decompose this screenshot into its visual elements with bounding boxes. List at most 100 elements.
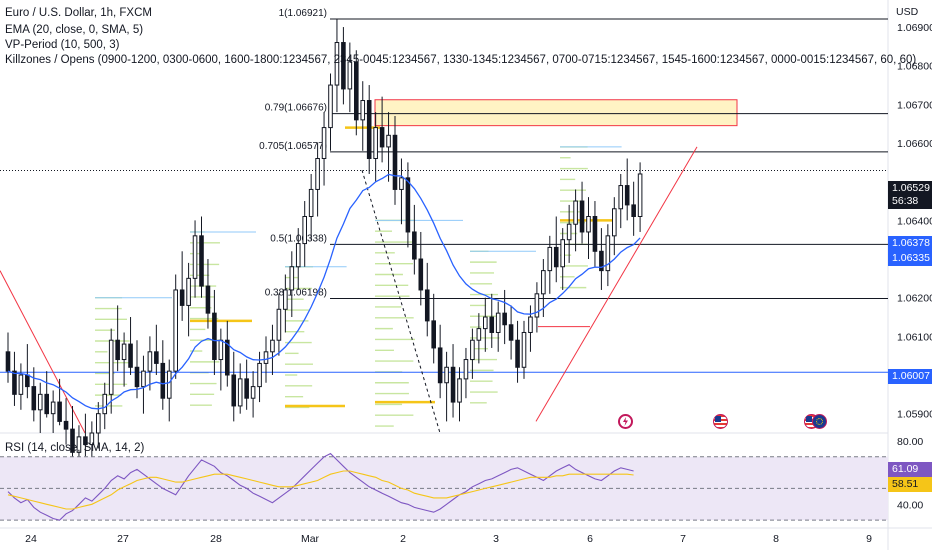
candle-down — [431, 320, 436, 349]
candle-down — [515, 339, 520, 368]
price-tick-label: 1.06900 — [897, 22, 932, 34]
time-axis: 24 27 28 Mar 2 3 6 7 8 9 — [25, 533, 872, 545]
rsi-tick-label: 40.00 — [897, 499, 923, 511]
candle-down — [599, 250, 604, 272]
bar-countdown: 56:38 — [892, 195, 919, 207]
candle-down — [31, 386, 37, 411]
candle-up — [276, 308, 282, 341]
candle-down — [115, 339, 120, 361]
current-price: 1.06529 — [892, 182, 930, 194]
candle-up — [618, 185, 624, 210]
candle-down — [502, 312, 507, 326]
fib-level-label: 0.705(1.06577) — [259, 141, 327, 152]
candle-up — [573, 200, 578, 225]
candle-up — [250, 386, 256, 399]
candle-up — [218, 339, 224, 361]
candle-down — [392, 134, 398, 190]
us-flag-icon[interactable] — [713, 414, 728, 429]
candle-down — [154, 351, 159, 364]
current-price-badge: 1.06529 56:38 — [888, 181, 932, 209]
legend-symbol[interactable]: Euro / U.S. Dollar, 1h, FXCM — [5, 7, 152, 19]
candle-up — [263, 351, 269, 364]
candle-up — [470, 339, 475, 361]
fib-0-5-badge: 1.06335 — [888, 251, 932, 266]
candle-up — [386, 134, 391, 148]
candle-down — [437, 347, 443, 384]
candle-up — [295, 243, 301, 268]
candle-up — [444, 366, 449, 384]
time-tick-label: 2 — [400, 533, 406, 545]
candle-down — [379, 127, 385, 148]
candle-down — [508, 324, 514, 341]
candle-down — [225, 339, 230, 376]
candle-down — [134, 366, 140, 388]
candle-down — [412, 231, 417, 260]
uptrend-line — [535, 146, 698, 422]
candle-up — [399, 177, 404, 190]
candle-down — [354, 61, 359, 121]
candle-down — [70, 428, 75, 453]
candle-up — [192, 235, 198, 279]
candle-up — [605, 235, 611, 272]
candle-up — [302, 216, 307, 245]
candle-down — [25, 374, 30, 388]
candle-down — [244, 378, 249, 399]
time-tick-label: Mar — [301, 533, 320, 545]
time-tick-label: 7 — [680, 533, 686, 545]
time-tick-label: 28 — [210, 533, 222, 545]
candle-up — [102, 393, 108, 415]
bolt-icon[interactable] — [618, 414, 633, 429]
candle-down — [212, 312, 217, 361]
candle-up — [328, 84, 333, 129]
candle-up — [173, 289, 178, 372]
currency-label[interactable]: USD — [896, 6, 919, 18]
time-tick-label: 6 — [587, 533, 593, 545]
price-tick-label: 1.06200 — [897, 293, 932, 305]
candle-up — [96, 413, 101, 434]
ema-price-badge: 1.06378 — [888, 236, 932, 251]
legend-vp[interactable]: VP-Period (10, 500, 3) — [5, 39, 120, 51]
candle-down — [553, 246, 559, 268]
price-tick-label: 1.06100 — [897, 331, 932, 343]
candle-up — [534, 293, 540, 318]
candle-up — [463, 359, 469, 380]
candle-up — [315, 158, 320, 190]
candle-down — [5, 351, 11, 372]
candle-up — [476, 328, 482, 341]
candle-down — [179, 289, 185, 306]
time-tick-label: 27 — [117, 533, 129, 545]
candle-down — [405, 177, 411, 233]
fib-level-label: 1(1.06921) — [279, 8, 327, 19]
candle-down — [205, 285, 211, 314]
candle-up — [141, 370, 146, 388]
candle-up — [637, 173, 643, 218]
downtrend-line — [0, 270, 86, 434]
time-tick-label: 8 — [773, 533, 779, 545]
dashed-measure-line — [361, 169, 441, 434]
candle-down — [12, 370, 17, 395]
candle-up — [76, 436, 82, 453]
candle-up — [237, 378, 243, 407]
candle-down — [579, 200, 585, 233]
time-tick-label: 24 — [25, 533, 37, 545]
price-axis: 1.069001.068001.067001.066001.064001.063… — [897, 22, 932, 511]
eu-flag-icon[interactable] — [812, 414, 827, 429]
candlestick-series — [5, 19, 643, 472]
rsi-line — [7, 452, 634, 521]
legend-rsi[interactable]: RSI (14, close, SMA, 14, 2) — [5, 442, 145, 454]
candle-down — [341, 42, 346, 90]
candle-up — [360, 100, 366, 121]
legend-ema[interactable]: EMA (20, close, 0, SMA, 5) — [5, 24, 144, 36]
price-tick-label: 1.06700 — [897, 99, 932, 111]
legend-killzones[interactable]: Killzones / Opens (0900-1200, 0300-0600,… — [5, 54, 917, 66]
candle-up — [289, 266, 295, 291]
candle-up — [495, 312, 501, 333]
price-tick-label: 1.06600 — [897, 138, 932, 150]
candle-down — [624, 185, 630, 206]
price-tick-label: 1.06400 — [897, 215, 932, 227]
candle-up — [586, 216, 591, 233]
candle-up — [257, 362, 262, 388]
candle-up — [147, 351, 153, 372]
candle-up — [166, 370, 172, 399]
